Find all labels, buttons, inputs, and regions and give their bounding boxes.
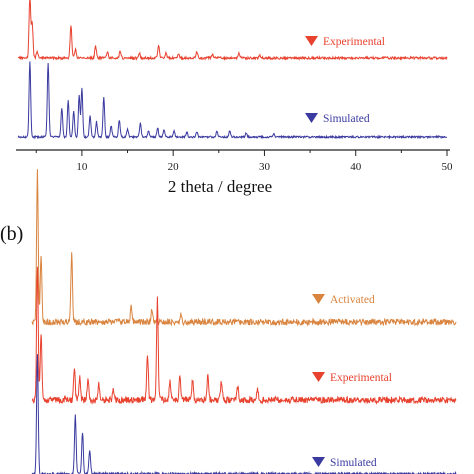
legend-label-experimental: Experimental	[323, 36, 385, 48]
legend-marker-experimental	[305, 36, 318, 46]
legend-marker-activated	[312, 294, 325, 304]
series-line-simulated	[17, 61, 448, 140]
panel-a-series	[17, 0, 448, 140]
legend-label-experimental: Experimental	[330, 372, 392, 384]
legend-label-activated: Activated	[330, 294, 375, 306]
legend-label-simulated: Simulated	[323, 113, 370, 125]
x-tick-label: 10	[76, 161, 88, 173]
series-line-experimental	[31, 266, 457, 405]
panel-a-ticks: 10 20 30 40 50	[35, 150, 454, 173]
panel-a-legend: Experimental Simulated	[305, 36, 385, 125]
panel-b-legend: Activated Experimental Simulated	[312, 294, 392, 469]
x-tick-label: 20	[168, 161, 180, 173]
panel-a-plot: 10 20 30 40 50 Experimental Simulated 2 theta…	[16, 0, 453, 196]
legend-marker-experimental	[312, 372, 325, 382]
x-tick-label: 30	[259, 161, 271, 173]
legend-marker-simulated	[312, 457, 325, 467]
series-line-simulated	[31, 354, 457, 474]
panel-a-x-axis-title: 2 theta / degree	[168, 177, 272, 196]
panel-b-plot: (b) Activated Experimental Simulated	[0, 169, 457, 474]
legend-label-simulated: Simulated	[330, 457, 377, 469]
series-line-activated	[31, 169, 457, 327]
x-tick-label: 50	[442, 161, 454, 173]
x-tick-label: 40	[350, 161, 362, 173]
panel-b-series	[31, 169, 457, 474]
legend-marker-simulated	[305, 113, 318, 123]
series-line-experimental	[17, 0, 448, 61]
panel-b-label: (b)	[0, 223, 23, 245]
